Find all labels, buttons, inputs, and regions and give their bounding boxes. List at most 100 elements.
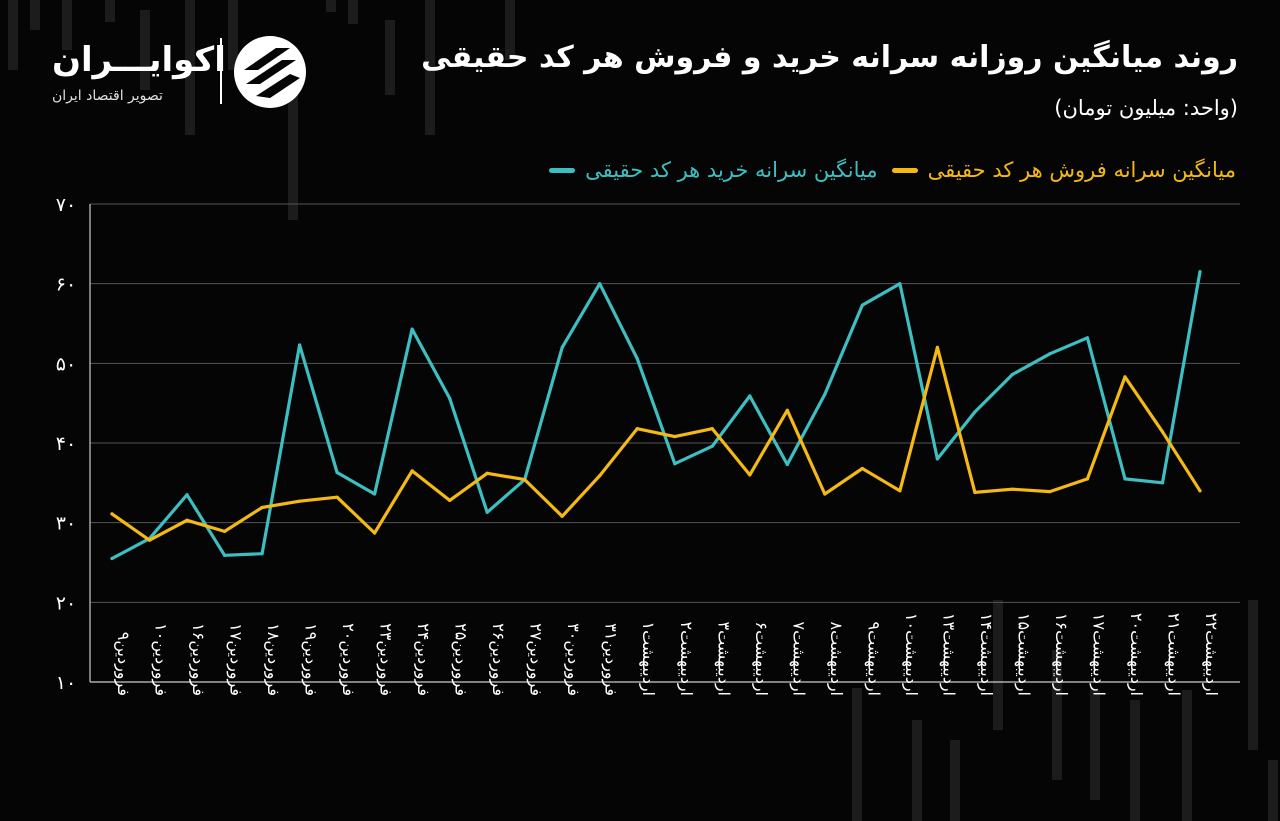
brand-name: اکوایـــران bbox=[52, 40, 226, 80]
data-point-buy bbox=[560, 345, 564, 349]
y-tick-label: ۱۰ bbox=[56, 672, 76, 694]
background-candle bbox=[1090, 690, 1100, 800]
series-line-sell bbox=[110, 345, 1202, 542]
data-point-buy bbox=[1048, 352, 1052, 356]
legend-label-sell: میانگین سرانه فروش هر کد حقیقی bbox=[927, 158, 1236, 182]
data-point-buy bbox=[598, 282, 602, 286]
y-tick-label: ۶۰ bbox=[56, 274, 76, 296]
data-point-sell bbox=[448, 498, 452, 502]
data-point-buy bbox=[935, 457, 939, 461]
chart-legend: میانگین سرانه خرید هر کد حقیقی میانگین س… bbox=[549, 158, 1236, 182]
data-point-buy bbox=[1085, 336, 1090, 340]
data-point-sell bbox=[260, 505, 264, 510]
x-tick-label: فروردین۹ bbox=[113, 632, 133, 696]
x-tick-label: اردیبهشت۸ bbox=[826, 621, 846, 696]
data-point-buy bbox=[260, 552, 264, 556]
background-candle bbox=[326, 0, 336, 12]
data-point-sell bbox=[485, 471, 489, 475]
chart-title: روند میانگین روزانه سرانه خرید و فروش هر… bbox=[421, 40, 1238, 75]
data-point-sell bbox=[335, 495, 339, 499]
y-tick-label: ۵۰ bbox=[56, 353, 76, 375]
x-tick-label: فروردین۱۸ bbox=[263, 623, 283, 696]
background-candle bbox=[185, 0, 195, 135]
brand-tagline: تصویر اقتصاد ایران bbox=[52, 88, 163, 104]
x-tick-label: فروردین۲۳ bbox=[376, 623, 396, 696]
x-tick-label: فروردین۲۷ bbox=[526, 623, 546, 696]
data-point-buy bbox=[485, 510, 489, 514]
legend-item-buy: میانگین سرانه خرید هر کد حقیقی bbox=[549, 158, 878, 182]
background-candle bbox=[288, 60, 298, 220]
data-point-buy bbox=[823, 392, 827, 397]
background-candle bbox=[1182, 690, 1192, 821]
background-candle bbox=[1248, 600, 1258, 750]
data-point-buy bbox=[110, 556, 114, 561]
data-point-sell bbox=[1085, 477, 1090, 481]
data-point-buy bbox=[410, 327, 414, 331]
data-point-sell bbox=[823, 492, 827, 496]
x-tick-label: اردیبهشت۱۵ bbox=[1013, 613, 1033, 696]
x-tick-label: اردیبهشت۲۱ bbox=[1163, 613, 1183, 696]
x-tick-label: فروردین۲۰ bbox=[338, 623, 358, 696]
background-candle bbox=[505, 0, 515, 60]
x-tick-label: اردیبهشت۷ bbox=[788, 621, 808, 696]
x-tick-label: اردیبهشت۱۰ bbox=[901, 613, 921, 696]
brand-block: اکوایـــران تصویر اقتصاد ایران bbox=[52, 36, 314, 108]
x-tick-label: اردیبهشت۲۰ bbox=[1126, 613, 1146, 696]
x-tick-label: اردیبهشت۱۳ bbox=[938, 613, 958, 696]
data-point-buy bbox=[673, 462, 677, 466]
data-point-buy bbox=[748, 394, 752, 398]
data-point-sell bbox=[1123, 375, 1127, 379]
background-candle bbox=[993, 600, 1003, 730]
data-point-sell bbox=[147, 538, 152, 542]
legend-swatch-sell bbox=[891, 167, 918, 173]
data-point-sell bbox=[1048, 489, 1052, 494]
y-tick-label: ۷۰ bbox=[56, 194, 76, 216]
x-tick-label: اردیبهشت۶ bbox=[751, 621, 771, 696]
data-point-sell bbox=[1198, 489, 1202, 493]
data-point-buy bbox=[635, 356, 639, 361]
x-tick-label: اردیبهشت۹ bbox=[863, 621, 883, 696]
x-tick-label: فروردین۲۴ bbox=[413, 623, 433, 696]
x-tick-label: فروردین۲۶ bbox=[488, 623, 508, 696]
background-candle bbox=[8, 0, 18, 70]
data-point-sell bbox=[373, 531, 377, 535]
data-point-sell bbox=[185, 518, 189, 522]
data-point-buy bbox=[860, 303, 864, 307]
x-tick-label: فروردین۲۵ bbox=[451, 623, 471, 696]
legend-item-sell: میانگین سرانه فروش هر کد حقیقی bbox=[891, 158, 1236, 182]
series-line-buy bbox=[110, 270, 1202, 561]
x-tick-label: اردیبهشت۱۷ bbox=[1088, 613, 1108, 696]
legend-label-buy: میانگین سرانه خرید هر کد حقیقی bbox=[585, 158, 878, 182]
brand-logo-icon bbox=[234, 36, 306, 108]
background-candle bbox=[348, 0, 358, 24]
x-tick-label: فروردین۱۹ bbox=[301, 623, 321, 696]
x-tick-label: اردیبهشت۲ bbox=[676, 621, 696, 696]
y-tick-label: ۲۰ bbox=[56, 592, 76, 614]
x-tick-label: اردیبهشت۱۶ bbox=[1051, 613, 1071, 696]
x-tick-label: اردیبهشت۲۲ bbox=[1201, 613, 1221, 696]
data-point-sell bbox=[110, 512, 114, 516]
data-point-buy bbox=[785, 462, 789, 467]
data-point-sell bbox=[635, 427, 639, 431]
data-point-buy bbox=[710, 444, 714, 448]
data-point-buy bbox=[1010, 372, 1015, 377]
data-point-sell bbox=[973, 490, 977, 494]
data-point-buy bbox=[1198, 270, 1202, 274]
background-candle bbox=[140, 10, 150, 90]
data-point-buy bbox=[973, 410, 977, 414]
x-tick-label: اردیبهشت۱ bbox=[638, 621, 658, 696]
data-point-sell bbox=[785, 408, 789, 412]
data-point-sell bbox=[598, 474, 602, 478]
data-point-sell bbox=[1160, 430, 1165, 434]
background-candle bbox=[912, 720, 922, 821]
chart-unit-label: (واحد: میلیون تومان) bbox=[1054, 96, 1238, 120]
x-tick-label: فروردین۱۶ bbox=[188, 623, 208, 696]
data-point-sell bbox=[410, 469, 414, 473]
background-candle bbox=[1130, 700, 1140, 821]
background-candle bbox=[30, 0, 40, 30]
x-tick-label: فروردین۳۱ bbox=[601, 623, 621, 696]
legend-swatch-buy bbox=[549, 167, 576, 173]
background-candle bbox=[852, 688, 862, 821]
